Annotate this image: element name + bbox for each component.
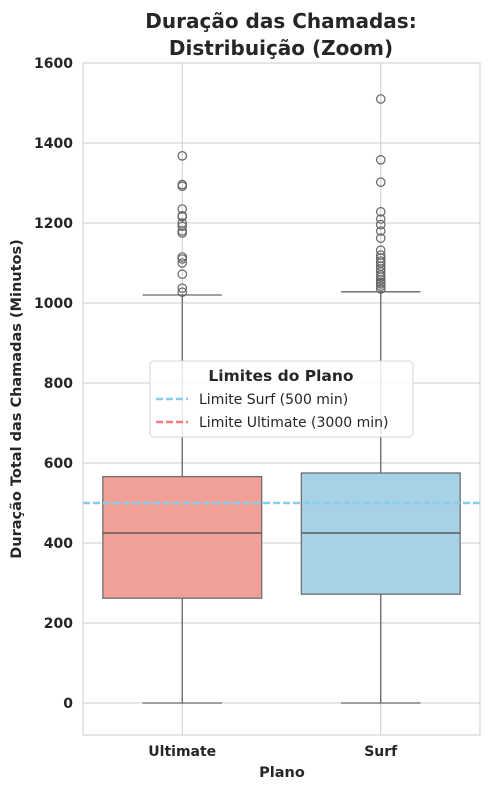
outlier-point — [177, 211, 188, 221]
plot-frame — [82, 62, 481, 736]
chart-title-line-1: Duração das Chamadas: — [145, 9, 416, 33]
y-tick-label: 1000 — [34, 296, 73, 312]
y-tick-label: 0 — [63, 696, 73, 712]
outlier-point — [177, 179, 188, 190]
outlier-point — [375, 233, 386, 243]
legend-title: Limites do Plano — [208, 367, 353, 385]
outlier-point — [375, 219, 386, 230]
legend-entry-surf-limit: Limite Surf (500 min) — [199, 392, 348, 408]
legend-entry-ultimate-limit: Limite Ultimate (3000 min) — [199, 415, 388, 431]
outlier-point — [177, 151, 188, 161]
box-surf — [300, 94, 461, 704]
outlier-point — [375, 256, 386, 266]
outlier-point — [177, 287, 188, 297]
chart-title-line-2: Distribuição (Zoom) — [169, 36, 393, 60]
outlier-point — [177, 218, 188, 228]
outlier-point — [375, 214, 386, 224]
y-tick-label: 400 — [44, 536, 73, 552]
interquartile-box — [102, 475, 263, 599]
outlier-point — [375, 155, 386, 165]
outlier-point — [375, 250, 386, 260]
outlier-point — [177, 221, 188, 231]
y-tick-labels: 0 200 400 600 800 1000 1200 1400 1600 — [34, 56, 73, 712]
x-tick-label: Surf — [364, 744, 398, 760]
outlier-point — [375, 245, 386, 255]
y-tick-label: 1200 — [34, 216, 73, 232]
y-axis-label: Duração Total das Chamadas (Minutos) — [9, 239, 25, 559]
y-tick-label: 200 — [44, 616, 73, 632]
y-tick-label: 600 — [44, 456, 73, 472]
outlier-point — [375, 277, 386, 287]
outlier-point — [375, 177, 386, 187]
x-tick-labels: Ultimate Surf — [148, 744, 398, 760]
y-tick-label: 800 — [44, 376, 73, 392]
outlier-point — [177, 258, 188, 268]
outlier-point — [375, 207, 386, 217]
legend: Limites do Plano Limite Surf (500 min) L… — [149, 360, 414, 438]
outlier-point — [375, 281, 386, 291]
legend-box — [149, 360, 414, 438]
outlier-point — [375, 284, 386, 294]
x-axis-label: Plano — [259, 765, 305, 781]
y-tick-label: 1600 — [34, 56, 73, 72]
outlier-point — [177, 252, 188, 262]
x-tick-label: Ultimate — [148, 744, 216, 760]
outlier-point — [177, 283, 188, 293]
outlier-point — [177, 269, 188, 279]
y-tick-label: 1400 — [34, 136, 73, 152]
outlier-point — [177, 204, 188, 214]
outlier-point — [375, 94, 386, 104]
outlier-point — [375, 226, 386, 236]
